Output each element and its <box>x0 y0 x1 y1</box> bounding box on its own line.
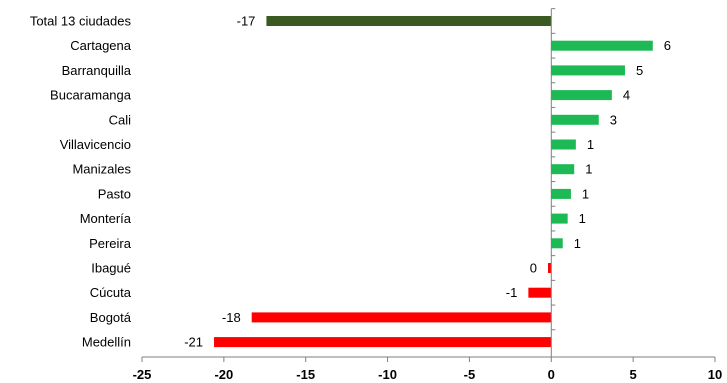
data-label-villavicencio: 1 <box>587 137 594 152</box>
bar-cali <box>551 114 599 125</box>
data-label-cucuta: -1 <box>506 285 518 300</box>
data-label-ibague: 0 <box>530 261 537 276</box>
category-label-total-13-ciudades: Total 13 ciudades <box>30 14 132 29</box>
bar-total-13-ciudades <box>266 16 552 26</box>
category-label-bucaramanga: Bucaramanga <box>50 88 132 103</box>
category-label-cali: Cali <box>109 112 132 127</box>
category-label-barranquilla: Barranquilla <box>62 63 132 78</box>
x-axis-group: -25 -20 -15 -10 -5 0 5 10 <box>133 356 722 382</box>
category-label-pasto: Pasto <box>98 186 131 201</box>
x-tick-label: 0 <box>548 367 555 382</box>
bar-cucuta <box>528 287 552 298</box>
bar-monteria <box>551 213 568 224</box>
zero-axis-group <box>550 8 556 357</box>
bar-bucaramanga <box>551 90 612 101</box>
data-label-pereira: 1 <box>574 236 581 251</box>
x-tick-label: -10 <box>378 367 397 382</box>
data-label-manizales: 1 <box>585 162 592 177</box>
x-tick-label: -15 <box>296 367 315 382</box>
category-label-cartagena: Cartagena <box>70 38 131 53</box>
bar-ibague <box>548 263 552 273</box>
bar-barranquilla <box>551 65 625 76</box>
category-label-medellin: Medellín <box>82 335 131 350</box>
data-label-pasto: 1 <box>582 186 589 201</box>
bar-manizales <box>551 164 575 175</box>
bars-group <box>214 16 653 348</box>
bar-cartagena <box>551 40 653 51</box>
x-tick-label: 10 <box>708 367 722 382</box>
category-labels-group: Total 13 ciudades Cartagena Barranquilla Bu… <box>30 14 132 350</box>
x-tick-label: -5 <box>464 367 476 382</box>
category-label-pereira: Pereira <box>89 236 132 251</box>
bar-pereira <box>551 238 563 249</box>
data-label-medellin: -21 <box>184 335 203 350</box>
data-label-total-13-ciudades: -17 <box>237 14 256 29</box>
data-label-cali: 3 <box>610 112 617 127</box>
data-label-cartagena: 6 <box>664 38 671 53</box>
bar-villavicencio <box>551 139 576 150</box>
data-label-monteria: 1 <box>579 211 586 226</box>
category-label-bogota: Bogotá <box>90 310 132 325</box>
category-label-villavicencio: Villavicencio <box>60 137 131 152</box>
data-label-barranquilla: 5 <box>636 63 643 78</box>
category-label-manizales: Manizales <box>72 162 131 177</box>
category-label-cucuta: Cúcuta <box>90 285 132 300</box>
data-label-bogota: -18 <box>222 310 241 325</box>
bar-bogota <box>251 312 552 323</box>
data-label-bucaramanga: 4 <box>623 88 630 103</box>
x-tick-label: -20 <box>214 367 233 382</box>
bar-pasto <box>551 188 571 199</box>
category-label-ibague: Ibagué <box>91 261 131 276</box>
x-tick-label: -25 <box>133 367 152 382</box>
category-label-monteria: Montería <box>80 211 132 226</box>
x-tick-label: 5 <box>630 367 637 382</box>
bar-medellin <box>214 337 552 348</box>
data-labels-group: -17 6 543 1 1 1 1 1 0 -1 -18 -21 <box>184 14 671 350</box>
